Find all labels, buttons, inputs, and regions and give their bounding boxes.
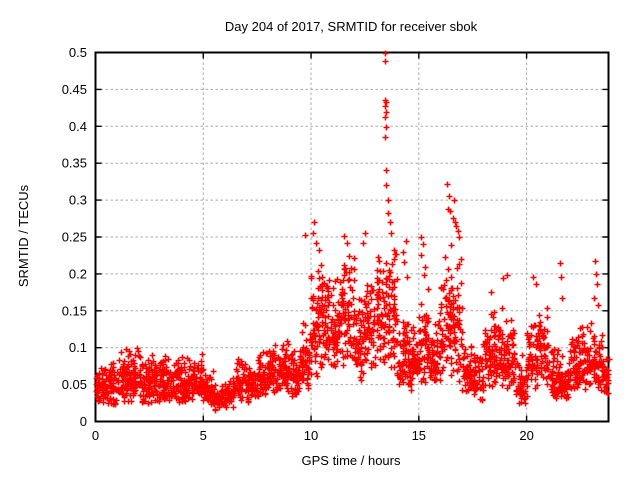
axis-tick-marks bbox=[94, 51, 609, 423]
y-tick-label: 0 bbox=[80, 414, 87, 429]
y-tick-label: 0.15 bbox=[62, 303, 87, 318]
y-tick-label: 0.1 bbox=[69, 340, 87, 355]
y-tick-label: 0.35 bbox=[62, 156, 87, 171]
y-axis-tick-labels: 0 0.05 0.1 0.15 0.2 0.25 0.3 0.35 0.4 0.45 0.5 bbox=[62, 45, 87, 429]
x-tick-label: 0 bbox=[92, 428, 99, 443]
y-tick-label: 0.25 bbox=[62, 230, 87, 245]
y-tick-label: 0.3 bbox=[69, 193, 87, 208]
y-tick-label: 0.05 bbox=[62, 377, 87, 392]
y-tick-label: 0.5 bbox=[69, 45, 87, 60]
scatter-points bbox=[93, 50, 613, 414]
y-tick-label: 0.45 bbox=[62, 82, 87, 97]
y-tick-label: 0.4 bbox=[69, 119, 87, 134]
x-axis-label: GPS time / hours bbox=[302, 453, 401, 468]
y-tick-label: 0.2 bbox=[69, 266, 87, 281]
x-axis-tick-labels: 0 5 10 15 20 bbox=[92, 428, 534, 443]
y-axis-label: SRMTID / TECUs bbox=[16, 184, 31, 287]
x-tick-label: 20 bbox=[519, 428, 533, 443]
x-tick-label: 10 bbox=[304, 428, 318, 443]
x-tick-label: 5 bbox=[200, 428, 207, 443]
chart-title: Day 204 of 2017, SRMTID for receiver sbo… bbox=[225, 19, 478, 34]
x-tick-label: 15 bbox=[412, 428, 426, 443]
